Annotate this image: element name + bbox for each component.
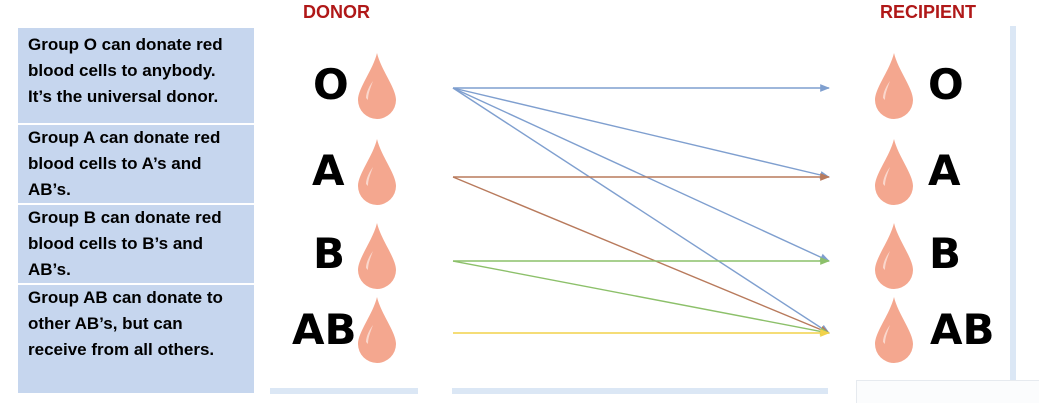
panel-line: Group AB can donate to <box>28 288 223 307</box>
blood-drop-icon <box>875 223 913 289</box>
panel-line: blood cells to A’s and <box>28 154 202 173</box>
donor-label-o: O <box>313 60 349 109</box>
blood-drop-icon <box>358 53 396 119</box>
blood-drop-icon <box>358 297 396 363</box>
arrow-a-to-ab <box>452 176 830 334</box>
panel-line: Group B can donate red <box>28 208 222 227</box>
panel-line: Group O can donate red <box>28 35 223 54</box>
panel-line: other AB’s, but can <box>28 314 183 333</box>
recipient-label-ab: AB <box>930 305 995 354</box>
explanation-panel-b: Group B can donate red blood cells to B’… <box>18 205 254 283</box>
blood-drop-icon <box>358 223 396 289</box>
explanation-panel-ab: Group AB can donate to other AB’s, but c… <box>18 285 254 393</box>
panel-line: AB’s. <box>28 180 71 199</box>
recipient-label-o: O <box>928 60 964 109</box>
donor-label-a: A <box>312 146 345 195</box>
panel-line: blood cells to anybody. <box>28 61 216 80</box>
bottom-rail-left <box>270 388 418 394</box>
recipient-header: RECIPIENT <box>880 2 977 22</box>
panel-line: receive from all others. <box>28 340 215 359</box>
arrow-o-to-a <box>452 87 830 179</box>
recipient-label-b: B <box>929 229 962 278</box>
donor-label-b: B <box>313 229 346 278</box>
recipient-label-a: A <box>928 146 961 195</box>
overlay-remnant <box>856 380 1039 403</box>
panel-line: It’s the universal donor. <box>28 87 219 106</box>
explanation-panel-o: Group O can donate red blood cells to an… <box>18 28 254 123</box>
blood-drop-icon <box>875 139 913 205</box>
right-rail <box>1010 26 1016 382</box>
blood-drop-icon <box>875 53 913 119</box>
panel-line: blood cells to B’s and <box>28 234 204 253</box>
donor-label-ab: AB <box>292 305 357 354</box>
donor-header: DONOR <box>303 2 370 22</box>
arrow-b-to-ab <box>452 260 830 336</box>
explanation-panel-a: Group A can donate red blood cells to A’… <box>18 125 254 203</box>
panel-line: Group A can donate red <box>28 128 221 147</box>
bottom-rail-middle <box>452 388 828 394</box>
blood-drop-icon <box>875 297 913 363</box>
blood-drop-icon <box>358 139 396 205</box>
arrow-o-to-ab <box>452 87 830 334</box>
panel-line: AB’s. <box>28 260 71 279</box>
arrow-o-to-b <box>452 87 830 262</box>
